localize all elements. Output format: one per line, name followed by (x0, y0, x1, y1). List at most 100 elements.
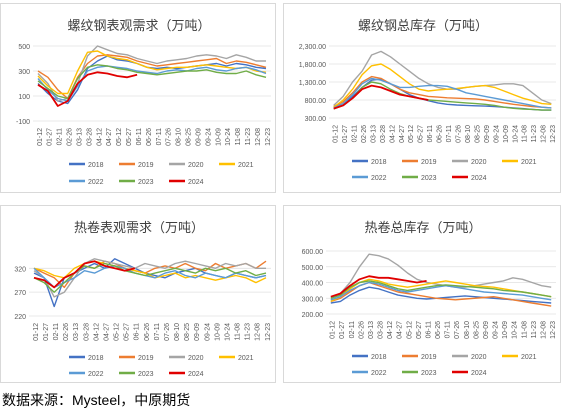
x-tick-label: 07-11 (156, 128, 163, 145)
y-tick-label: 220 (14, 314, 26, 321)
legend-label-2022: 2022 (371, 370, 387, 377)
x-tick-label: 01-12 (37, 128, 44, 146)
legend-label-2022: 2022 (88, 179, 104, 186)
x-tick-label: 02-11 (57, 128, 64, 145)
legend-label-2018: 2018 (88, 162, 104, 169)
x-tick-label: 06-26 (437, 125, 444, 143)
x-tick-label: 12-08 (541, 125, 548, 143)
series-line-2022 (37, 65, 267, 102)
x-tick-label: 09-09 (484, 125, 491, 143)
x-tick-label: 02-26 (358, 321, 365, 339)
x-tick-label: 06-11 (136, 128, 143, 145)
series-line-2023 (333, 81, 552, 111)
data-source-note: 数据来源：Mysteel，中原期货 (2, 392, 191, 408)
y-tick-label: 400.00 (302, 281, 324, 288)
series-line-2024 (330, 275, 427, 298)
x-tick-label: 09-24 (204, 323, 211, 341)
x-tick-label: 10-24 (512, 125, 519, 143)
x-tick-label: 07-26 (166, 128, 173, 146)
chart-panel-hrc-inventory: 热卷总库存（万吨） 600.00 500.00 400.00 300.00 200.00 0… (283, 205, 561, 383)
x-tick-label: 10-24 (225, 128, 232, 146)
x-tick-label: 12-23 (265, 323, 272, 341)
x-tick-label: 01-27 (47, 128, 54, 146)
x-tick-label: 11-08 (235, 128, 242, 145)
x-tick-label: 07-11 (446, 125, 453, 142)
y-tick-label: -100 (16, 119, 30, 126)
x-tick-label: 09-09 (483, 321, 490, 339)
x-tick-label: 08-10 (174, 323, 181, 341)
x-tick-label: 03-28 (83, 323, 90, 341)
legend-label-2024: 2024 (471, 370, 487, 377)
x-tick-label: 04-12 (387, 321, 394, 339)
x-tick-label: 03-13 (76, 128, 83, 146)
x-tick-label: 12-23 (550, 125, 557, 143)
chart-panel-rebar-inventory: 螺纹钢总库存（万吨） 2,300.00 1,800.00 1,300.00 800.00… (283, 3, 561, 193)
y-tick-label: 270 (14, 290, 26, 297)
series-line-2023 (33, 262, 267, 293)
series-line-2020 (333, 50, 552, 106)
legend-label-2018: 2018 (371, 354, 387, 361)
legend-label-2018: 2018 (88, 355, 104, 362)
x-tick-label: 12-08 (255, 128, 262, 146)
x-tick-label: 11-23 (531, 125, 538, 142)
legend-label-2019: 2019 (421, 159, 437, 166)
x-tick-label: 04-27 (103, 323, 110, 341)
legend-label-2019: 2019 (138, 162, 154, 169)
series-line-2022 (330, 281, 552, 301)
chart-svg-hrc-inventory: 热卷总库存（万吨） 600.00 500.00 400.00 300.00 200.00 0… (302, 220, 557, 377)
x-tick-label: 07-11 (445, 321, 452, 338)
series-line-2023 (330, 280, 552, 299)
y-tick-label: 1,800.00 (299, 62, 326, 69)
x-tick-label: 08-25 (474, 125, 481, 143)
legend-label-2020: 2020 (471, 354, 487, 361)
x-tick-label: 10-24 (512, 321, 519, 339)
chart-title: 螺纹钢总库存（万吨） (358, 18, 488, 34)
x-tick-label: 03-13 (73, 323, 80, 341)
chart-title: 螺纹钢表观需求（万吨） (67, 19, 210, 34)
x-tick-label: 05-27 (418, 125, 425, 143)
x-tick-label: 06-26 (146, 128, 153, 146)
x-tick-label: 05-27 (416, 321, 423, 339)
x-tick-label: 05-27 (124, 323, 131, 341)
x-tick-label: 08-25 (473, 321, 480, 339)
legend-label-2019: 2019 (138, 355, 154, 362)
x-tick-label: 04-27 (399, 125, 406, 143)
x-tick-label: 04-12 (96, 128, 103, 146)
legend-label-2021: 2021 (521, 159, 537, 166)
series-line-2020 (33, 258, 266, 298)
x-tick-label: 10-09 (214, 323, 221, 341)
x-tick-label: 02-26 (361, 125, 368, 143)
legend-label-2023: 2023 (138, 179, 154, 186)
x-tick-label: 11-23 (245, 323, 252, 340)
series-line-2018 (33, 258, 267, 308)
legend-label-2020: 2020 (188, 162, 204, 169)
x-tick-label: 03-28 (378, 321, 385, 339)
x-tick-label: 05-12 (114, 323, 121, 341)
y-tick-label: 500 (18, 44, 30, 51)
x-tick-label: 02-11 (349, 321, 356, 338)
x-tick-label: 05-12 (116, 128, 123, 146)
chart-title: 热卷总库存（万吨） (364, 220, 481, 236)
series-line-2022 (33, 265, 267, 289)
y-tick-label: 320 (14, 266, 26, 273)
legend-label-2024: 2024 (471, 175, 487, 182)
x-tick-label: 10-09 (503, 125, 510, 143)
x-tick-label: 09-24 (205, 128, 212, 146)
x-tick-label: 03-13 (370, 125, 377, 143)
chart-svg-rebar-inventory: 螺纹钢总库存（万吨） 2,300.00 1,800.00 1,300.00 800.00… (299, 18, 557, 182)
legend-label-2024: 2024 (188, 179, 204, 186)
y-tick-label: 300.00 (302, 296, 324, 303)
y-tick-label: 200.00 (302, 312, 324, 319)
x-tick-label: 10-09 (215, 128, 222, 146)
x-tick-label: 02-26 (67, 128, 74, 146)
series-line-2021 (37, 50, 267, 95)
legend-label-2021: 2021 (238, 162, 254, 169)
x-tick-label: 01-12 (33, 323, 40, 341)
legend-label-2018: 2018 (371, 159, 387, 166)
legend-label-2021: 2021 (521, 354, 537, 361)
x-tick-label: 07-26 (456, 125, 463, 143)
x-tick-label: 10-24 (224, 323, 231, 341)
x-tick-label: 07-26 (164, 323, 171, 341)
x-tick-label: 11-23 (531, 321, 538, 338)
